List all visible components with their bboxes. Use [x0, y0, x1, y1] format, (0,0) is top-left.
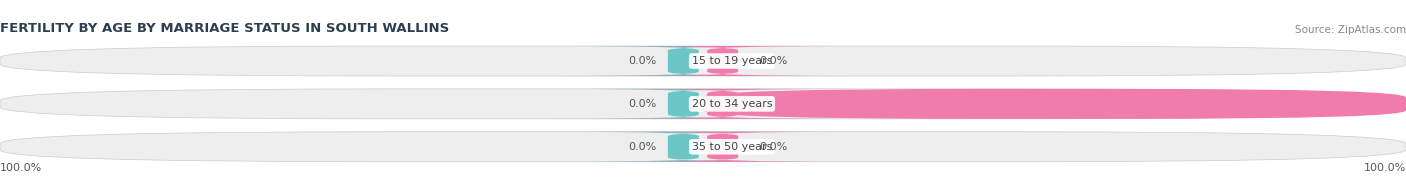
Text: 100.0%: 100.0% — [0, 163, 42, 173]
FancyBboxPatch shape — [0, 132, 1406, 162]
Text: 0.0%: 0.0% — [759, 142, 787, 152]
FancyBboxPatch shape — [558, 46, 808, 76]
Text: 0.0%: 0.0% — [628, 99, 657, 109]
Text: 20 to 34 years: 20 to 34 years — [692, 99, 772, 109]
FancyBboxPatch shape — [598, 89, 848, 119]
Text: 0.0%: 0.0% — [628, 56, 657, 66]
FancyBboxPatch shape — [703, 89, 1406, 119]
FancyBboxPatch shape — [558, 132, 808, 162]
FancyBboxPatch shape — [598, 132, 848, 162]
FancyBboxPatch shape — [598, 46, 848, 76]
FancyBboxPatch shape — [558, 89, 808, 119]
Text: Source: ZipAtlas.com: Source: ZipAtlas.com — [1295, 25, 1406, 35]
FancyBboxPatch shape — [0, 46, 1406, 76]
FancyBboxPatch shape — [0, 89, 1406, 119]
Text: 35 to 50 years: 35 to 50 years — [692, 142, 772, 152]
Text: 0.0%: 0.0% — [759, 56, 787, 66]
Text: 100.0%: 100.0% — [1364, 163, 1406, 173]
Text: FERTILITY BY AGE BY MARRIAGE STATUS IN SOUTH WALLINS: FERTILITY BY AGE BY MARRIAGE STATUS IN S… — [0, 22, 450, 35]
Text: 15 to 19 years: 15 to 19 years — [692, 56, 772, 66]
Text: 0.0%: 0.0% — [628, 142, 657, 152]
